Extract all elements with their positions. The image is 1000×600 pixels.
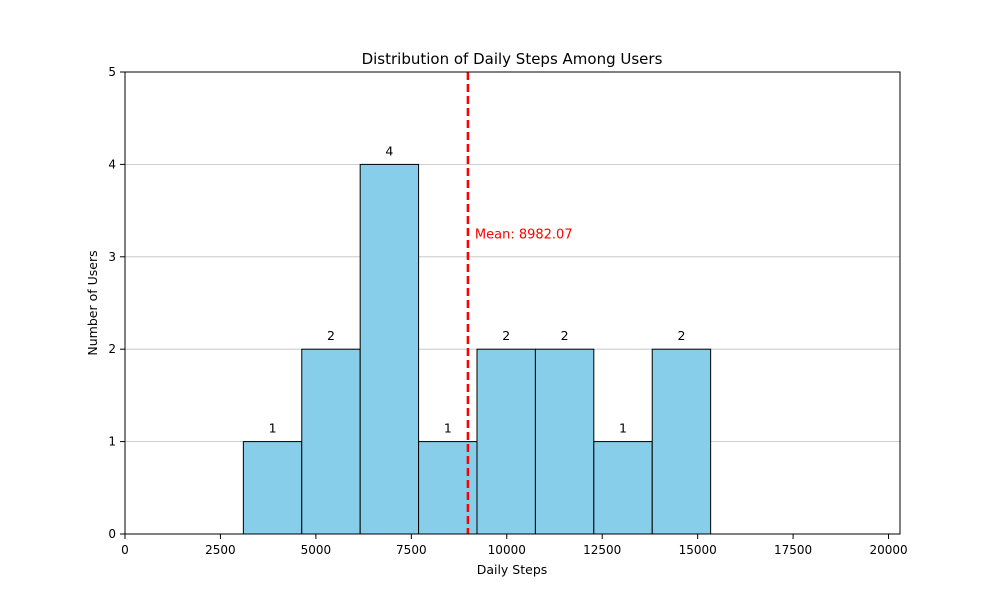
y-tick-label-4: 4	[108, 157, 116, 171]
bar-count-label-4: 2	[502, 328, 510, 343]
bar-count-label-7: 2	[677, 328, 685, 343]
histogram-bars	[242, 163, 712, 535]
histogram-bar-4	[476, 348, 536, 535]
x-tick-label-6: 15000	[679, 543, 717, 557]
mean-label: Mean: 8982.07	[475, 227, 573, 242]
y-tick-label-1: 1	[108, 435, 116, 449]
y-tick-label-2: 2	[108, 342, 116, 356]
x-tick-label-8: 20000	[869, 543, 907, 557]
bar-count-label-2: 4	[385, 143, 393, 158]
x-tick-label-2: 5000	[301, 543, 332, 557]
bar-count-label-6: 1	[619, 421, 627, 436]
histogram-bar-2	[359, 163, 420, 535]
histogram-bar-5	[534, 348, 595, 535]
x-tick-label-1: 2500	[205, 543, 236, 557]
bar-count-label-5: 2	[561, 328, 569, 343]
mean-marker: Mean: 8982.07	[466, 72, 573, 534]
bar-count-label-0: 1	[269, 421, 277, 436]
x-tick-label-4: 10000	[488, 543, 526, 557]
bar-count-label-1: 2	[327, 328, 335, 343]
data-labels: 1 2 4 1 2 2 1 2	[269, 143, 686, 435]
bar-count-label-3: 1	[444, 421, 452, 436]
y-tick-label-0: 0	[108, 527, 116, 541]
histogram-bar-7	[651, 348, 712, 535]
y-axis-label: Number of Users	[85, 250, 100, 355]
x-tick-label-3: 7500	[396, 543, 427, 557]
y-tick-label-5: 5	[108, 65, 116, 79]
histogram-bar-1	[301, 348, 361, 535]
x-tick-label-5: 12500	[583, 543, 621, 557]
x-tick-label-0: 0	[121, 543, 129, 557]
histogram-bar-0	[242, 441, 303, 535]
y-tick-label-3: 3	[108, 250, 116, 264]
plot-frame	[124, 71, 901, 535]
chart-title: Distribution of Daily Steps Among Users	[362, 50, 663, 68]
axis-ticks: 0 2500 5000 7500 10000 12500 15000 17500 20000 0 1…	[108, 65, 907, 557]
x-tick-label-7: 17500	[774, 543, 812, 557]
histogram-bar-6	[593, 441, 653, 535]
x-axis-label: Daily Steps	[477, 562, 548, 577]
